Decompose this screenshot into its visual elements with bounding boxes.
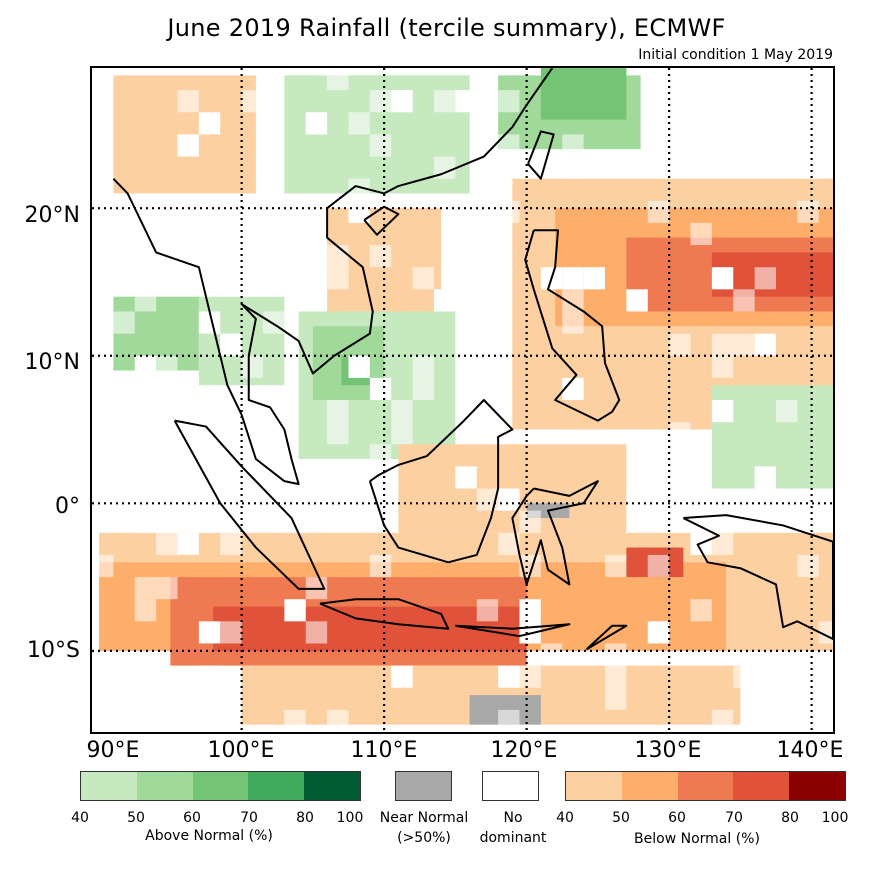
above-bin-60-70 [192, 772, 249, 800]
below-bin-70-80 [733, 772, 790, 800]
chart-title: June 2019 Rainfall (tercile summary), EC… [167, 14, 726, 42]
near-normal-caption-sub: (>50%) [397, 830, 451, 846]
coastline [368, 399, 514, 564]
below-tick: 40 [556, 810, 574, 826]
above-tick: 100 [336, 810, 364, 826]
above-tick: 80 [296, 810, 314, 826]
below-normal-colorbar [565, 771, 846, 801]
coastline [524, 229, 621, 422]
lon-label-90e: 90°E [86, 738, 140, 763]
below-tick: 70 [725, 810, 743, 826]
above-bin-40-50 [81, 772, 137, 800]
near-normal-swatch [395, 771, 452, 801]
map-panel [90, 66, 835, 734]
lat-label-10s: 10°S [27, 638, 80, 663]
coastline [455, 623, 571, 638]
lat-label-20n: 20°N [24, 203, 80, 228]
lon-label-110e: 110°E [350, 738, 418, 763]
grid-texture [92, 68, 833, 732]
above-tick: 70 [240, 810, 258, 826]
lon-label-120e: 120°E [490, 738, 558, 763]
lon-label-100e: 100°E [207, 738, 275, 763]
lon-label-140e: 140°E [776, 738, 844, 763]
above-bin-50-60 [136, 772, 193, 800]
below-normal-caption: Below Normal (%) [634, 831, 760, 847]
above-tick: 40 [71, 810, 89, 826]
above-tick: 50 [127, 810, 145, 826]
lat-label-equator: 0° [55, 494, 80, 519]
coastline [527, 130, 555, 180]
below-bin-40-50 [566, 772, 622, 800]
coastline [363, 205, 400, 236]
coastline [173, 419, 326, 590]
coastline [511, 480, 599, 586]
below-bin-60-70 [677, 772, 734, 800]
chart-subtitle: Initial condition 1 May 2019 [638, 47, 833, 63]
region-east-china-sea-above [540, 68, 627, 120]
below-bin-80-100 [789, 772, 845, 800]
map-canvas [92, 68, 833, 732]
coastline [112, 68, 554, 486]
no-dominant-caption-sub: dominant [479, 830, 547, 846]
below-tick: 50 [612, 810, 630, 826]
below-tick: 100 [821, 810, 849, 826]
above-normal-colorbar [80, 771, 361, 801]
no-dominant-swatch [482, 771, 539, 801]
below-bin-50-60 [621, 772, 678, 800]
coastline [682, 514, 833, 641]
below-tick: 80 [781, 810, 799, 826]
below-tick: 60 [668, 810, 686, 826]
lon-label-130e: 130°E [634, 738, 702, 763]
above-normal-caption: Above Normal (%) [145, 828, 273, 844]
near-normal-caption: Near Normal [379, 810, 469, 826]
above-tick: 60 [183, 810, 201, 826]
coastline [319, 598, 450, 630]
lat-label-10n: 10°N [24, 350, 80, 375]
above-bin-80-100 [304, 772, 360, 800]
no-dominant-caption: No [503, 810, 523, 826]
above-bin-70-80 [248, 772, 305, 800]
coastline [585, 624, 628, 651]
